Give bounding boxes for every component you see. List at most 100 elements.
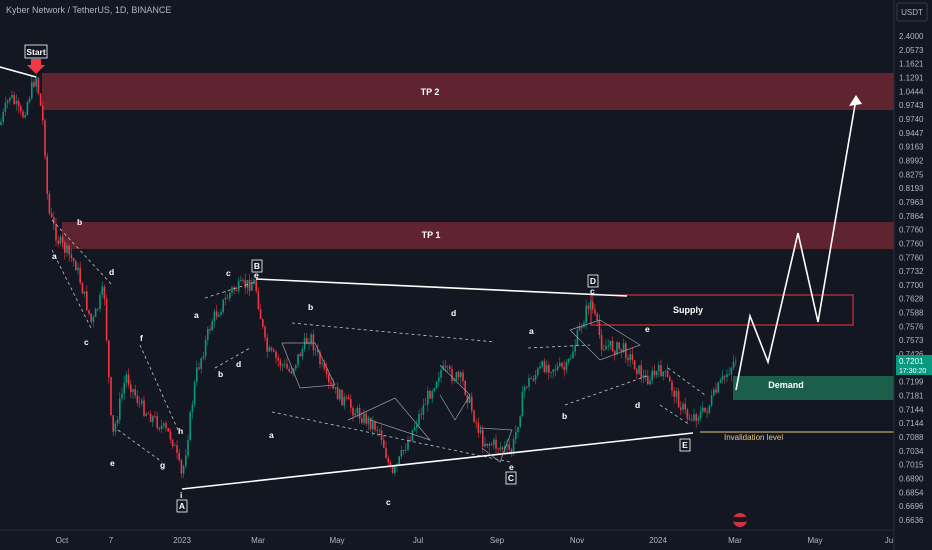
candle-body bbox=[488, 444, 491, 446]
candle-body bbox=[460, 372, 462, 378]
candle-body bbox=[279, 360, 282, 366]
time-tick-label: Mar bbox=[728, 536, 742, 545]
candle-body bbox=[31, 82, 33, 99]
candle-body bbox=[332, 384, 334, 389]
candle-body bbox=[251, 284, 253, 291]
candle-body bbox=[640, 365, 642, 379]
time-tick-label: 7 bbox=[109, 536, 114, 545]
candle-body bbox=[433, 388, 436, 392]
candle-body bbox=[517, 427, 519, 432]
candle-body bbox=[108, 340, 110, 378]
price-tick-label: 0.7576 bbox=[899, 322, 924, 331]
candle-body bbox=[211, 321, 213, 331]
candle-body bbox=[262, 319, 264, 327]
candle-body bbox=[449, 366, 451, 370]
price-tick-label: 0.7181 bbox=[899, 392, 924, 401]
candle-body bbox=[132, 389, 134, 393]
wave-label-D: D bbox=[590, 276, 596, 286]
candle-body bbox=[605, 346, 607, 350]
candle-body bbox=[288, 368, 290, 372]
candle-body bbox=[468, 396, 471, 403]
candle-body bbox=[455, 372, 458, 381]
candle-body bbox=[570, 358, 572, 359]
candle-body bbox=[94, 308, 97, 317]
candle-body bbox=[561, 362, 563, 367]
candle-body bbox=[88, 310, 90, 314]
price-axis[interactable] bbox=[894, 0, 932, 550]
candle-body bbox=[374, 422, 376, 430]
candle-body bbox=[116, 419, 119, 424]
candle-body bbox=[662, 371, 664, 377]
price-tick-label: 0.7760 bbox=[899, 226, 924, 235]
time-tick-label: Ju bbox=[885, 536, 893, 545]
candle-body bbox=[592, 301, 594, 310]
minor-label: e bbox=[254, 270, 259, 280]
candle-body bbox=[167, 428, 169, 432]
minor-label: b bbox=[308, 302, 313, 312]
candle-body bbox=[275, 351, 277, 358]
candle-body bbox=[596, 313, 598, 321]
candle-body bbox=[53, 217, 55, 225]
candle-body bbox=[600, 334, 603, 350]
candle-body bbox=[20, 106, 22, 112]
candle-body bbox=[121, 393, 123, 399]
candle-body bbox=[484, 443, 486, 447]
candle-body bbox=[556, 365, 559, 370]
price-tick-label: 0.7088 bbox=[899, 433, 924, 442]
candle-body bbox=[383, 439, 385, 448]
candle-body bbox=[15, 100, 18, 104]
candle-body bbox=[215, 311, 218, 317]
candle-body bbox=[501, 447, 504, 450]
candle-body bbox=[424, 404, 427, 406]
candle-body bbox=[42, 105, 44, 121]
time-tick-label: Mar bbox=[251, 536, 265, 545]
candle-body bbox=[512, 439, 515, 454]
candle-body bbox=[620, 348, 623, 352]
candle-body bbox=[389, 462, 392, 467]
price-tick-label: 0.8193 bbox=[899, 184, 924, 193]
candle-body bbox=[61, 236, 64, 243]
candle-body bbox=[457, 372, 460, 378]
candle-body bbox=[724, 376, 726, 378]
candle-body bbox=[200, 358, 202, 369]
candle-body bbox=[726, 374, 728, 378]
currency-selector[interactable] bbox=[896, 2, 928, 22]
candle-body bbox=[644, 375, 647, 377]
candle-body bbox=[312, 334, 315, 351]
candle-body bbox=[101, 286, 103, 295]
candle-body bbox=[735, 361, 737, 362]
candle-body bbox=[343, 396, 345, 406]
price-tick-label: 0.9447 bbox=[899, 129, 924, 138]
candle-body bbox=[510, 449, 513, 454]
price-tick-label: 0.7760 bbox=[899, 239, 924, 248]
tp1-label: TP 1 bbox=[422, 230, 441, 240]
wave-label-A: A bbox=[179, 501, 185, 511]
candle-body bbox=[11, 95, 13, 98]
candle-body bbox=[196, 367, 198, 383]
candle-body bbox=[708, 405, 711, 413]
price-tick-label: 0.7144 bbox=[899, 405, 924, 414]
candle-body bbox=[143, 400, 145, 416]
candle-body bbox=[99, 294, 101, 309]
minor-label: d bbox=[109, 267, 114, 277]
wave-outlines bbox=[281, 319, 641, 463]
candle-body bbox=[6, 100, 9, 103]
candle-body bbox=[189, 411, 191, 441]
time-axis[interactable]: Oct 7 2023 Mar May Jul Sep Nov 2024 Mar May Ju bbox=[56, 536, 893, 545]
candle-body bbox=[68, 245, 70, 255]
candle-body bbox=[682, 403, 684, 410]
candle-body bbox=[391, 466, 394, 473]
candle-body bbox=[477, 422, 480, 433]
candle-body bbox=[259, 309, 262, 320]
candle-body bbox=[66, 245, 68, 253]
candle-body bbox=[618, 342, 620, 349]
candle-body bbox=[160, 425, 163, 430]
candle-body bbox=[660, 365, 662, 377]
candle-body bbox=[284, 363, 286, 365]
candle-body bbox=[277, 357, 279, 361]
candle-body bbox=[336, 387, 339, 400]
price-tick-label: 0.7760 bbox=[899, 253, 924, 262]
candle-body bbox=[204, 339, 207, 357]
